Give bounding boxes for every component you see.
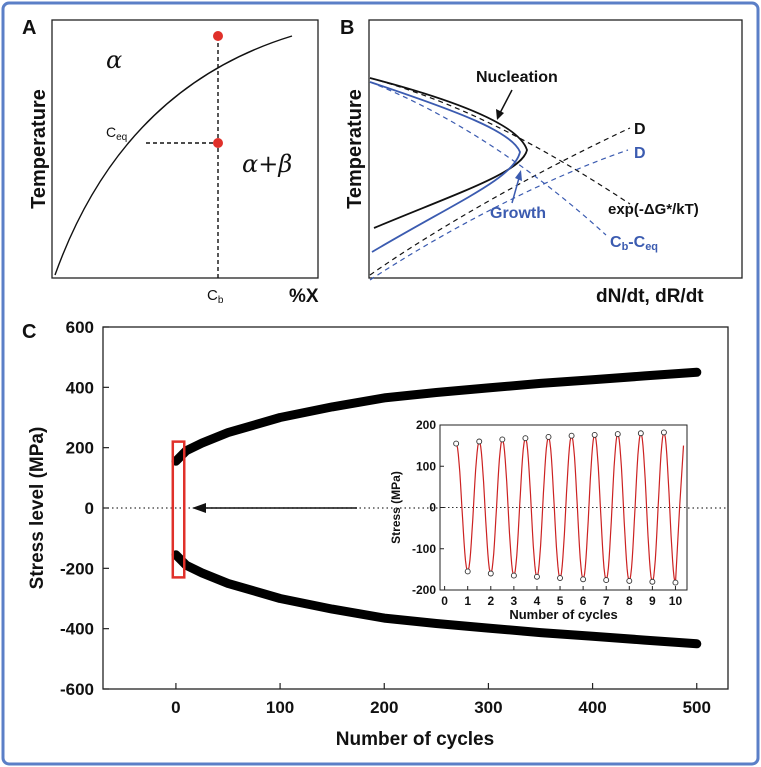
- inset-x-tick-label: 10: [669, 594, 683, 608]
- panel-b-growth-arrow-head: [515, 170, 522, 181]
- inset-trough-point: [534, 573, 540, 580]
- inset-peak-point: [522, 435, 529, 442]
- panel-a-solvus-curve: [54, 35, 293, 276]
- panel-b-exp-dashed-curve: [369, 77, 631, 205]
- panel-b-nucleation-arrow-line: [499, 89, 513, 114]
- inset-y-tick-label: -200: [412, 583, 436, 597]
- inset-trough-point: [672, 579, 679, 586]
- upper-envelope-line: [171, 367, 702, 466]
- inset-peak-point: [660, 429, 667, 436]
- y-tick-label: 400: [66, 378, 94, 397]
- inset-x-tick-label: 0: [441, 594, 448, 608]
- panel-a-red-point-lower: [213, 138, 223, 148]
- panel-b-letter: B: [340, 17, 354, 39]
- panel-b-growth-label: Growth: [490, 205, 546, 222]
- y-tick-label: -600: [60, 680, 94, 699]
- inset-trough-point: [557, 575, 563, 581]
- panel-a-red-point-upper: [213, 31, 223, 41]
- inset-chart: 200 100 0 -100 -200 0 1 2 3 4 5 6 7 8 9 10 Number of cyc…: [389, 418, 688, 622]
- panel-b-nucleation-arrow-head: [496, 109, 504, 120]
- inset-peak-point: [568, 432, 575, 439]
- x-tick-label: 400: [578, 698, 606, 717]
- inset-peak-point: [591, 431, 598, 438]
- inset-trough-point: [464, 568, 471, 575]
- panel-c-letter: C: [22, 321, 36, 343]
- inset-x-tick-label: 4: [534, 594, 541, 608]
- lower-envelope-line: [171, 550, 702, 649]
- panel-a: A Temperature α α+β Ceq Cb %X: [22, 17, 319, 307]
- inset-y-tick-label: 0: [429, 501, 436, 515]
- panel-c-ylabel: Stress level (MPa): [27, 427, 48, 590]
- inset-peak-point: [499, 436, 506, 443]
- panel-b-growth-curve: [369, 81, 521, 253]
- panel-b-plot-frame: [368, 19, 743, 279]
- inset-trough-point: [510, 572, 517, 579]
- inset-trough-point: [603, 577, 610, 584]
- panel-b: B Temperature Nucleation Growth D D exp(…: [340, 17, 743, 307]
- inset-x-tick-label: 2: [487, 594, 494, 608]
- inset-peak-point: [476, 438, 483, 445]
- inset-peak-point: [545, 434, 552, 440]
- inset-peak-point: [614, 431, 621, 438]
- inset-x-tick-label: 6: [580, 594, 587, 608]
- inset-trough-point: [649, 578, 656, 585]
- panel-c: C Stress level (MPa) Number of cycles 60…: [22, 318, 729, 750]
- inset-x-tick-label: 9: [649, 594, 656, 608]
- panel-b-growth-arrow-line: [511, 177, 520, 204]
- x-tick-label: 0: [171, 698, 180, 717]
- inset-y-tick-label: 200: [416, 418, 436, 432]
- inset-trough-point: [487, 570, 494, 577]
- panel-c-xlabel: Number of cycles: [336, 729, 494, 750]
- y-tick-label: -400: [60, 620, 94, 639]
- panel-b-nucleation-label: Nucleation: [476, 69, 558, 86]
- panel-a-plot-frame: [51, 19, 319, 279]
- panel-b-diffusion-dashed-blue: [369, 149, 629, 281]
- inset-peak-point: [637, 430, 644, 437]
- panel-b-xlabel: dN/dt, dR/dt: [596, 286, 704, 307]
- x-tick-label: 500: [683, 698, 711, 717]
- panel-b-d-black-label: D: [634, 121, 646, 138]
- x-tick-label: 300: [474, 698, 502, 717]
- x-tick-label: 100: [266, 698, 294, 717]
- y-tick-label: -200: [60, 559, 94, 578]
- panel-a-letter: A: [22, 17, 36, 39]
- inset-xlabel: Number of cycles: [509, 607, 617, 622]
- panel-a-ceq-label: Ceq: [106, 124, 127, 143]
- panel-a-cb-label: Cb: [207, 287, 224, 306]
- panel-b-ylabel: Temperature: [344, 89, 366, 209]
- x-tick-label: 200: [370, 698, 398, 717]
- highlight-box: [171, 440, 186, 579]
- panel-a-alpha-label: α: [106, 46, 122, 74]
- panel-a-alpha-beta-label: α+β: [242, 150, 292, 178]
- y-tick-label: 600: [66, 318, 94, 337]
- panel-b-diffusion-dashed-black: [369, 127, 631, 276]
- inset-y-tick-label: -100: [412, 542, 436, 556]
- y-tick-label: 200: [66, 439, 94, 458]
- panel-b-driving-force-dashed-blue: [369, 81, 607, 236]
- y-tick-label: 0: [85, 499, 94, 518]
- panel-b-cbceq-label: Cb-Ceq: [610, 234, 658, 253]
- inset-x-tick-label: 3: [511, 594, 518, 608]
- inset-peak-point: [453, 440, 460, 447]
- inset-x-tick-label: 5: [557, 594, 564, 608]
- panel-a-xlabel: %X: [289, 286, 319, 307]
- inset-trough-point: [580, 576, 587, 583]
- inset-y-tick-label: 100: [416, 459, 436, 473]
- inset-trough-point: [626, 577, 633, 584]
- inset-ylabel: Stress (MPa): [389, 471, 403, 544]
- panel-b-d-blue-label: D: [634, 145, 646, 162]
- panel-b-nucleation-curve: [369, 77, 528, 229]
- inset-x-tick-label: 7: [603, 594, 610, 608]
- inset-x-tick-label: 8: [626, 594, 633, 608]
- pointer-arrow-head: [192, 503, 206, 513]
- inset-x-tick-label: 1: [464, 594, 471, 608]
- panel-b-exp-label: exp(-ΔG*/kT): [608, 201, 699, 218]
- panel-a-ylabel: Temperature: [28, 89, 50, 209]
